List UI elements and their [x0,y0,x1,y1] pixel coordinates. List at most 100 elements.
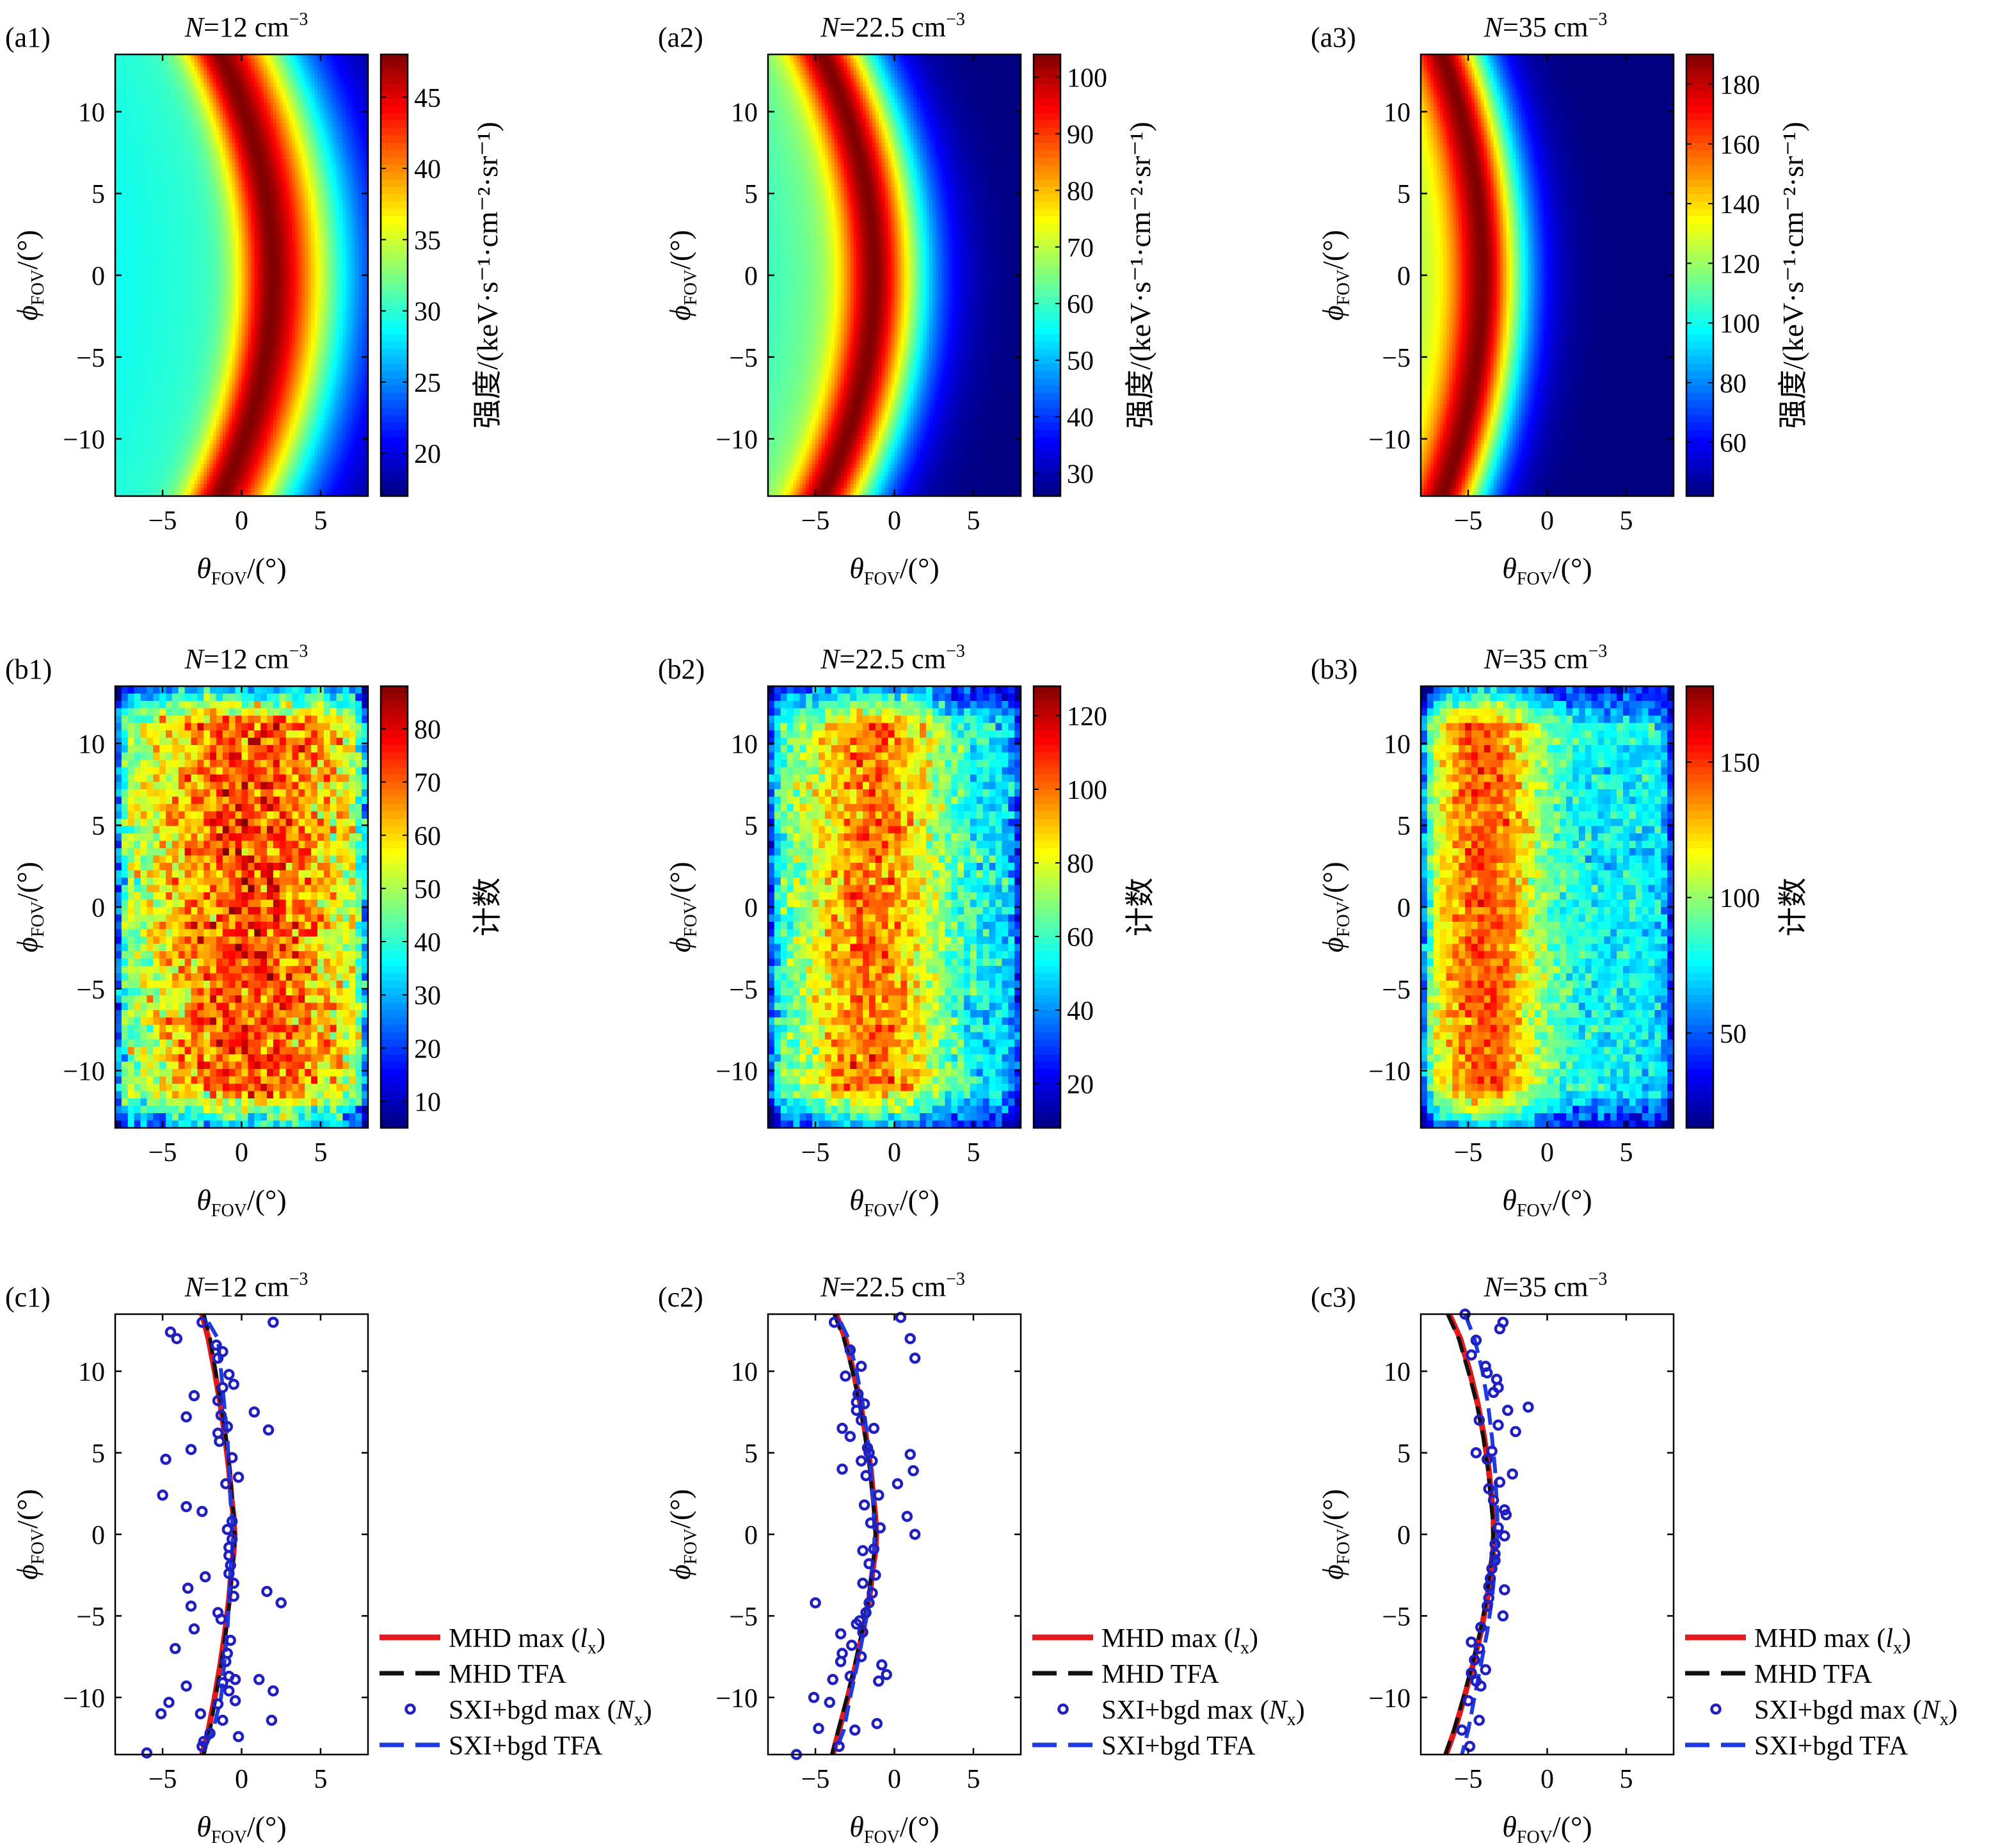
heatmap-cell [172,275,176,280]
heatmap-cell [289,175,293,180]
heatmap-cell [320,211,324,216]
heatmap-cell [175,291,179,296]
heatmap-cell [172,70,176,75]
heatmap-cell [264,191,268,196]
heatmap-cell [320,154,324,159]
heatmap-cell [241,295,246,300]
heatmap-cell [314,131,318,136]
heatmap-cell [267,283,271,288]
heatmap-cell [232,179,236,184]
heatmap-cell [305,279,308,284]
heatmap-cell [147,303,150,308]
heatmap-cell [336,147,340,152]
heatmap-cell [188,150,192,156]
heatmap-cell [184,279,189,284]
heatmap-cell [273,211,277,216]
heatmap-cell [264,287,268,292]
heatmap-cell [200,86,204,92]
heatmap-cell [346,62,349,67]
heatmap-cell [228,122,233,127]
heatmap-cell [184,58,189,63]
heatmap-cell [172,163,176,168]
heatmap-cell [150,191,154,196]
heatmap-cell [137,255,141,260]
heatmap-cell [127,275,132,280]
heatmap-cell [115,131,119,136]
heatmap-cell [282,255,287,260]
heatmap-cell [269,271,274,276]
heatmap-cell [339,78,344,83]
heatmap-cell [339,126,344,131]
heatmap-cell [358,115,362,119]
heatmap-cell [339,231,344,236]
heatmap-cell [358,211,362,216]
heatmap-cell [232,143,236,147]
heatmap-cell [346,54,349,59]
heatmap-cell [181,259,186,264]
heatmap-cell [232,247,236,252]
heatmap-cell [225,283,230,288]
heatmap-cell [326,62,331,67]
heatmap-cell [143,291,147,296]
heatmap-cell [118,170,122,175]
heatmap-cell [248,287,252,292]
heatmap-cell [137,279,141,284]
heatmap-cell [121,227,125,232]
heatmap-cell [197,299,201,304]
heatmap-cell [282,99,287,103]
heatmap-cell [342,231,347,236]
heatmap-cell [241,118,246,124]
heatmap-cell [118,86,122,92]
heatmap-cell [330,118,334,124]
heatmap-cell [358,110,362,115]
heatmap-cell [115,275,119,280]
heatmap-cell [228,70,233,75]
heatmap-cell [349,291,353,296]
heatmap-cell [254,175,258,180]
heatmap-cell [279,70,284,75]
heatmap-cell [207,263,211,268]
heatmap-cell [346,231,349,236]
heatmap-cell [147,166,150,172]
heatmap-cell [225,70,230,75]
heatmap-cell [349,131,353,136]
heatmap-cell [308,182,312,188]
heatmap-cell [210,62,214,67]
heatmap-cell [282,110,287,115]
heatmap-cell [191,58,195,63]
heatmap-cell [207,214,211,220]
heatmap-cell [235,163,239,168]
heatmap-cell [358,134,362,140]
heatmap-cell [232,134,236,140]
heatmap-cell [276,203,280,207]
heatmap-cell [305,239,308,244]
heatmap-cell [166,255,170,260]
heatmap-cell [365,243,369,248]
heatmap-cell [159,247,163,252]
heatmap-cell [134,203,138,207]
heatmap-cell [264,102,268,108]
heatmap-cell [365,175,369,180]
heatmap-cell [200,195,204,200]
heatmap-cell [342,106,347,111]
heatmap-cell [320,62,324,67]
heatmap-cell [197,279,201,284]
heatmap-cell [346,179,349,184]
heatmap-cell [194,86,198,92]
heatmap-cell [314,179,318,184]
heatmap-cell [134,78,138,83]
heatmap-cell [342,179,347,184]
heatmap-cell [210,231,214,236]
heatmap-cell [298,131,302,136]
heatmap-cell [279,74,284,79]
heatmap-cell [333,182,337,188]
heatmap-cell [159,195,163,200]
heatmap-cell [311,150,315,156]
heatmap-cell [204,106,207,111]
heatmap-cell [362,118,365,124]
heatmap-cell [317,126,321,131]
heatmap-cell [159,110,163,115]
heatmap-cell [311,271,315,276]
heatmap-cell [244,182,248,188]
heatmap-cell [314,163,318,168]
